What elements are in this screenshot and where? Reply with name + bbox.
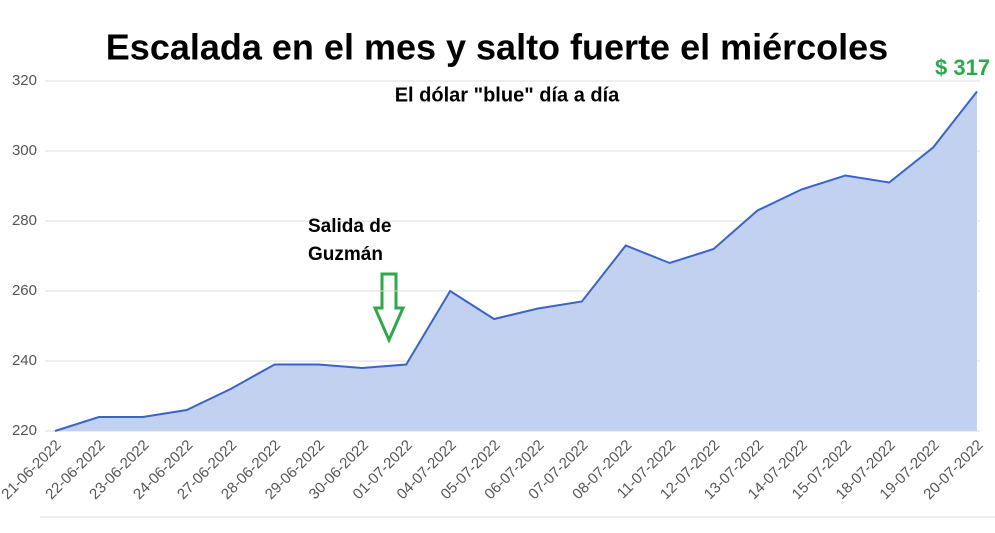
y-tick-label: 240 [12,352,37,369]
area [55,91,977,431]
annotation: Guzmán [308,244,383,265]
line [54,90,978,432]
y-tick-label: 260 [12,282,37,299]
arrow [372,272,406,344]
annotation: $ 317 [935,55,990,80]
y-tick-label: 300 [12,142,37,159]
y-tick-label: 220 [12,422,37,439]
chart-subtitle: El dólar "blue" día a día [395,84,620,106]
y-tick-label: 320 [12,72,37,89]
chart-title: Escalada en el mes y salto fuerte el mié… [106,27,888,68]
y-tick-label: 280 [12,212,37,229]
annotation: Salida de [308,216,391,237]
